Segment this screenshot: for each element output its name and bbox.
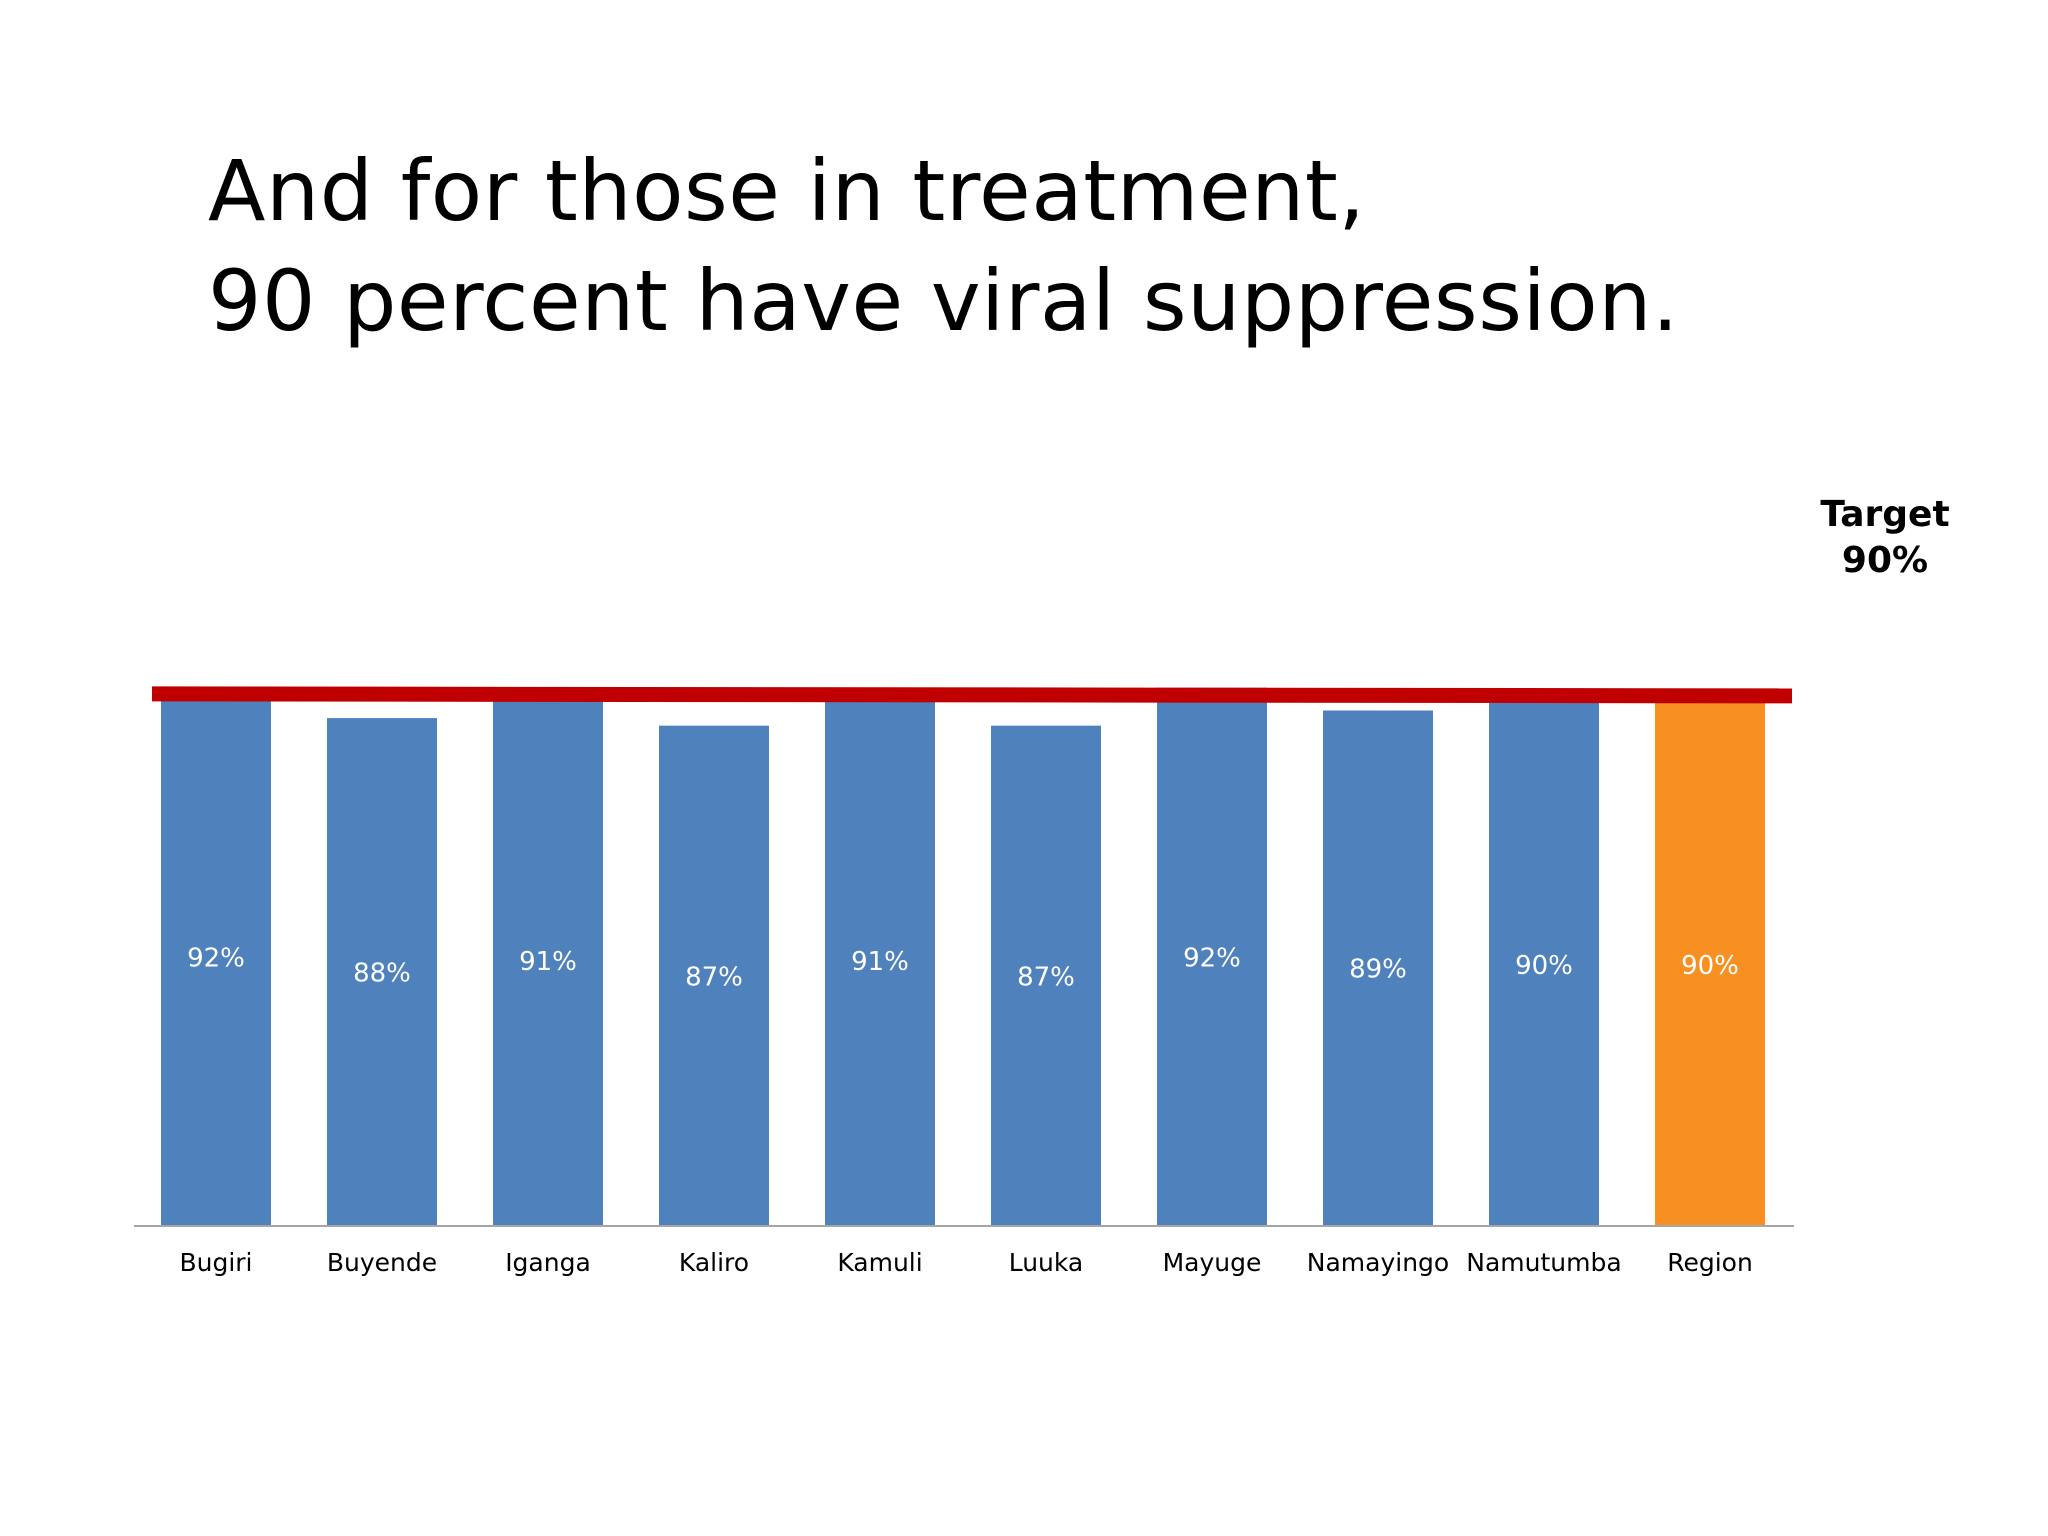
category-label-kaliro: Kaliro <box>679 1248 749 1277</box>
category-label-namayingo: Namayingo <box>1307 1248 1449 1277</box>
category-label-luuka: Luuka <box>1009 1248 1084 1277</box>
data-label-namutumba: 90% <box>1515 951 1573 981</box>
bar-luuka <box>991 725 1101 1225</box>
category-label-buyende: Buyende <box>327 1248 437 1277</box>
bar-region <box>1655 702 1765 1225</box>
bar-namayingo <box>1323 710 1433 1225</box>
data-label-mayuge: 92% <box>1183 943 1241 973</box>
bar-mayuge <box>1157 687 1267 1225</box>
bar-namutumba <box>1489 702 1599 1225</box>
data-label-kamuli: 91% <box>851 947 909 977</box>
category-label-namutumba: Namutumba <box>1466 1248 1621 1277</box>
data-label-namayingo: 89% <box>1349 955 1407 985</box>
category-label-mayuge: Mayuge <box>1163 1248 1262 1277</box>
bar-iganga <box>493 695 603 1225</box>
category-label-bugiri: Bugiri <box>179 1248 252 1277</box>
category-label-kamuli: Kamuli <box>837 1248 922 1277</box>
bar-kamuli <box>825 695 935 1225</box>
target-line <box>151 686 1793 704</box>
data-label-kaliro: 87% <box>685 962 743 992</box>
title-line-2: 90 percent have viral suppression. <box>208 252 1680 350</box>
category-label-iganga: Iganga <box>505 1248 591 1277</box>
data-label-region: 90% <box>1681 951 1739 981</box>
target-label-line-1: Target <box>1820 494 1949 535</box>
slide-title: And for those in treatment, 90 percent h… <box>208 136 1908 356</box>
target-label-line-2: 90% <box>1842 540 1928 581</box>
category-label-region: Region <box>1667 1248 1753 1277</box>
bar-buyende <box>327 718 437 1225</box>
data-label-iganga: 91% <box>519 947 577 977</box>
data-label-bugiri: 92% <box>187 943 245 973</box>
data-label-buyende: 88% <box>353 959 411 989</box>
bar-bugiri <box>161 687 271 1225</box>
title-line-1: And for those in treatment, <box>208 142 1366 240</box>
bar-kaliro <box>659 725 769 1225</box>
data-label-luuka: 87% <box>1017 962 1075 992</box>
